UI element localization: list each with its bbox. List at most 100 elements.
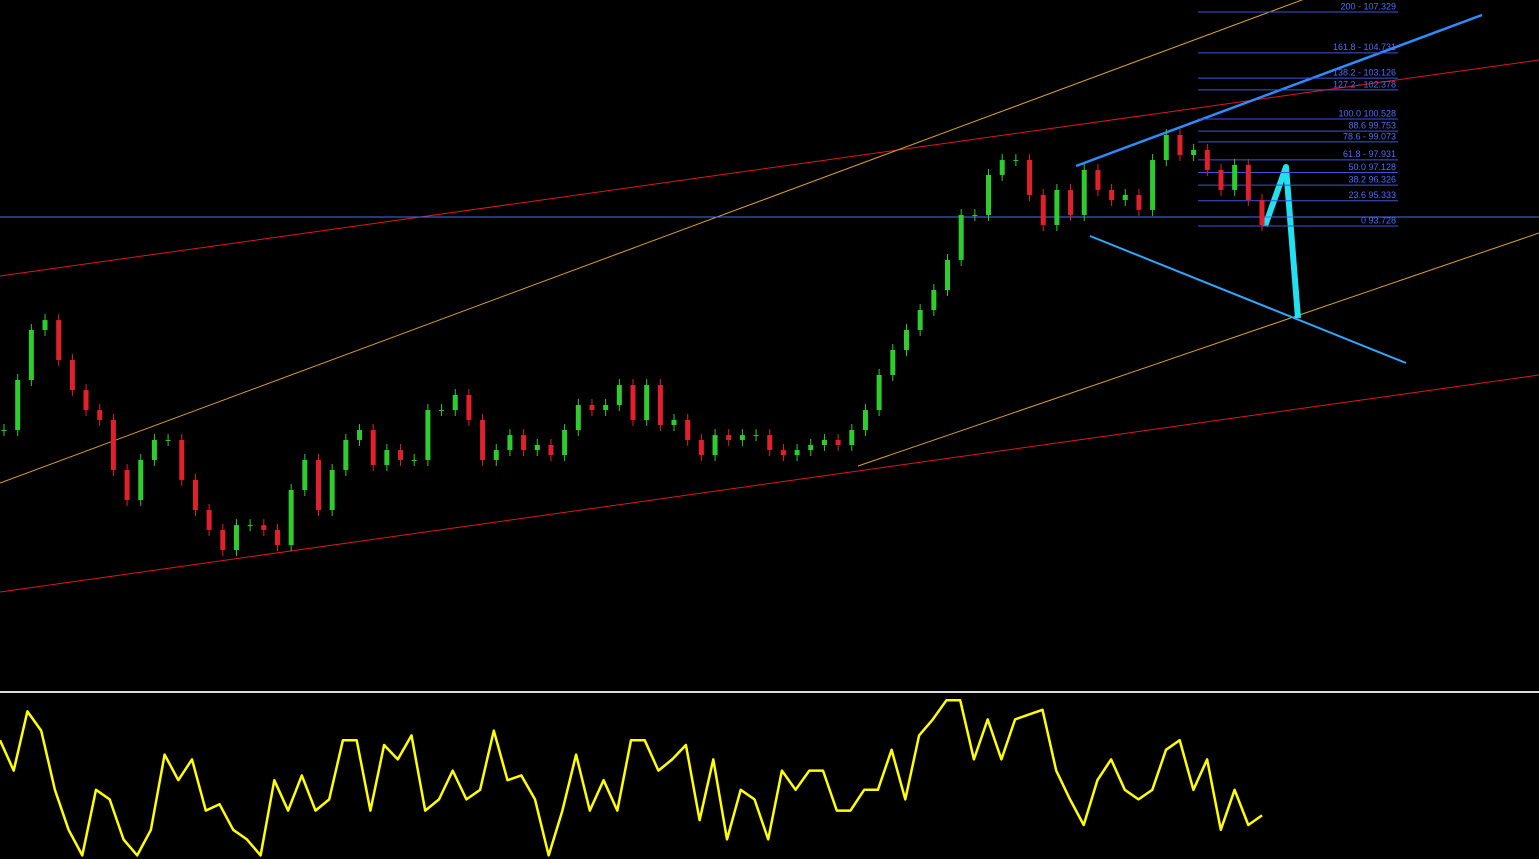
candle-body — [849, 430, 855, 445]
candle-body — [110, 419, 116, 471]
candle-body — [1218, 169, 1224, 190]
candle-body — [890, 349, 896, 375]
fib-label: 138.2 - 103.126 — [1333, 67, 1396, 77]
candle-body — [192, 479, 198, 510]
candle-body — [534, 444, 540, 451]
candle-body — [288, 490, 294, 546]
candle-body — [917, 309, 923, 330]
candle-body — [821, 439, 827, 445]
candle-body — [329, 470, 335, 510]
candle-body — [439, 410, 445, 412]
trend-line — [0, 0, 1304, 484]
candle-body — [398, 450, 404, 460]
candle-body — [480, 419, 486, 460]
candle-body — [945, 259, 950, 291]
candle-body — [712, 435, 718, 456]
candle-body — [507, 435, 513, 451]
candle-body — [56, 320, 62, 361]
candle-body — [589, 405, 595, 411]
candle-body — [425, 410, 431, 460]
candle-body — [1150, 160, 1156, 210]
trend-line — [857, 232, 1539, 467]
candle-body — [1136, 194, 1142, 210]
candle-body — [521, 435, 527, 451]
candle-body — [69, 360, 75, 391]
candle-body — [1013, 160, 1019, 162]
candle-body — [179, 439, 185, 480]
candle-body — [274, 529, 280, 546]
candle-body — [753, 435, 759, 437]
candle-body — [370, 430, 376, 465]
candle-body — [165, 439, 171, 441]
fib-label: 88.6 99.753 — [1348, 121, 1396, 131]
candle-body — [739, 435, 745, 440]
fib-label: 38.2 96.326 — [1348, 174, 1396, 184]
fib-label: 161.8 - 104.731 — [1333, 42, 1396, 52]
candle-body — [384, 450, 390, 465]
candle-body — [247, 525, 253, 527]
fib-label: 200 - 107.329 — [1340, 1, 1396, 11]
candle-body — [671, 419, 677, 426]
candle-body — [411, 459, 417, 461]
candle-body — [1109, 189, 1115, 200]
candle-body — [698, 439, 704, 456]
candle-body — [1, 430, 7, 432]
candle-body — [685, 419, 691, 440]
candle-body — [1232, 164, 1238, 190]
channel-line — [1075, 13, 1483, 168]
candle-body — [835, 439, 841, 445]
candle-body — [876, 374, 882, 411]
candle-body — [931, 290, 937, 310]
candle-body — [726, 435, 732, 440]
candle-body — [124, 470, 130, 501]
candle-body — [1177, 135, 1183, 155]
candle-body — [972, 214, 978, 216]
fib-label: 61.8 - 97.931 — [1343, 149, 1396, 159]
candle-body — [603, 405, 609, 411]
candle-body — [1040, 194, 1046, 226]
candle-body — [452, 394, 458, 411]
candle-body — [657, 385, 663, 426]
candle-body — [1095, 169, 1101, 190]
fib-label: 100.0 100.528 — [1338, 108, 1396, 118]
candle-body — [138, 459, 144, 501]
candle-body — [794, 450, 800, 456]
candle-body — [562, 430, 568, 456]
candle-body — [316, 459, 321, 510]
trend-line — [0, 59, 1539, 277]
candle-body — [343, 439, 349, 471]
candle-body — [1204, 149, 1210, 170]
candle-body — [28, 329, 34, 381]
candle-body — [1054, 189, 1060, 226]
candle-body — [466, 394, 472, 420]
candle-body — [780, 450, 786, 456]
candle-body — [1122, 194, 1128, 200]
candle-body — [1191, 149, 1197, 155]
fib-label: 127.2 - 102.378 — [1333, 79, 1396, 89]
trend-line — [0, 374, 1539, 593]
candle-body — [206, 509, 212, 530]
fib-label: 50.0 97.128 — [1348, 162, 1396, 172]
candle-body — [903, 329, 909, 350]
fib-label: 0 93.728 — [1361, 215, 1396, 225]
candle-body — [15, 380, 21, 431]
candle-body — [220, 529, 226, 550]
fib-label: 23.6 95.333 — [1348, 190, 1396, 200]
candle-body — [151, 439, 157, 460]
candle-body — [862, 410, 868, 431]
candle-body — [644, 385, 650, 420]
projection-arrow — [1262, 164, 1301, 319]
candle-body — [493, 450, 499, 460]
candle-body — [1081, 169, 1087, 215]
candle-body — [302, 459, 308, 491]
candle-body — [1068, 189, 1074, 215]
candle-body — [97, 410, 103, 420]
candle-body — [261, 525, 267, 530]
candle-body — [767, 435, 773, 451]
candle-body — [1163, 135, 1169, 161]
candle-body — [958, 214, 964, 260]
candle-body — [1027, 160, 1033, 195]
candle-body — [548, 444, 554, 456]
